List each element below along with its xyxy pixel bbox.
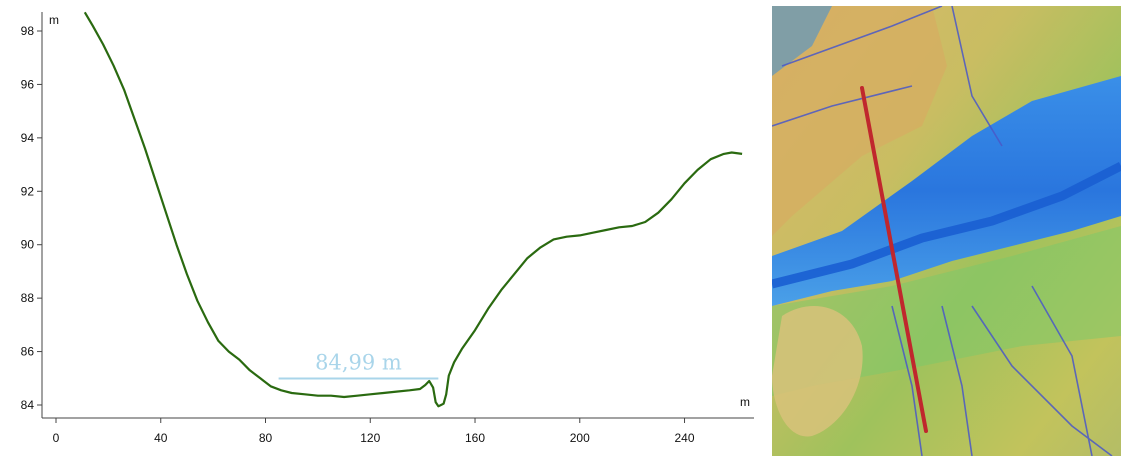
elevation-profile-line (83, 11, 743, 408)
x-tick-label: 120 (360, 431, 380, 445)
drainage-lines (772, 6, 1113, 456)
x-tick-label: 40 (154, 431, 168, 445)
y-tick-label: 96 (21, 77, 35, 91)
y-axis-unit-label: m (49, 13, 59, 27)
lower-left-mound (772, 306, 863, 437)
x-tick-label: 240 (675, 431, 695, 445)
x-tick-label: 200 (570, 431, 590, 445)
upper-plateau (772, 6, 947, 236)
upper-left-dark-area (772, 6, 832, 76)
y-tick-label: 86 (21, 345, 35, 359)
water-level-label: 84,99 m (315, 351, 402, 375)
x-axis-ticks: 0 40 80 120 160 200 240 (53, 418, 695, 445)
y-tick-label: 90 (21, 238, 35, 252)
series-layer (83, 11, 743, 408)
water-level-annotation: 84,99 m (278, 351, 439, 380)
terrain-map-image (772, 6, 1121, 456)
y-tick-label: 92 (21, 184, 35, 198)
y-tick-label: 98 (21, 24, 35, 38)
x-tick-label: 160 (465, 431, 485, 445)
y-tick-label: 94 (21, 131, 35, 145)
river-floodplain (772, 76, 1121, 306)
terrain-map (772, 6, 1121, 456)
y-tick-label: 88 (21, 291, 35, 305)
elevation-profile-chart: 84 86 88 90 92 94 96 98 0 40 80 120 160 200 240 m m 8… (21, 11, 754, 445)
profile-section-line (860, 86, 928, 433)
x-tick-label: 0 (53, 431, 60, 445)
river-channel (772, 161, 1121, 289)
x-tick-label: 80 (259, 431, 273, 445)
y-tick-label: 84 (21, 398, 35, 412)
x-axis-unit-label: m (740, 395, 750, 409)
y-axis-ticks: 84 86 88 90 92 94 96 98 (21, 24, 42, 412)
